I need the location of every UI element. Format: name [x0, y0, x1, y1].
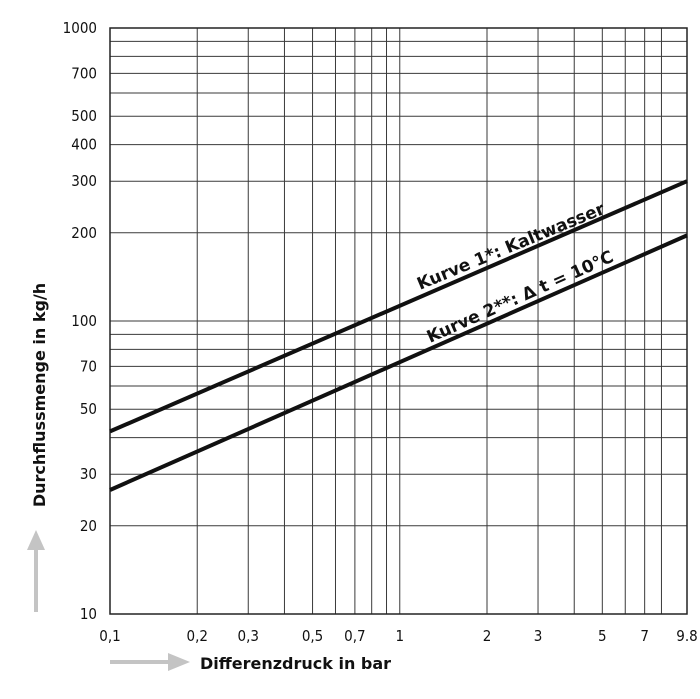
y-axis-arrow — [27, 530, 45, 612]
x-tick-labels: 0,1 0,2 0,3 0,5 0,7 1 2 3 5 7 9.8 — [99, 627, 697, 645]
x-tick-label: 0,1 — [99, 627, 120, 645]
x-tick-label: 0,5 — [302, 627, 323, 645]
x-axis-arrow — [110, 653, 190, 671]
y-tick-label: 500 — [71, 107, 97, 125]
x-tick-label: 5 — [598, 627, 607, 645]
y-tick-label: 200 — [71, 224, 97, 242]
y-tick-label: 20 — [80, 517, 97, 535]
x-tick-label: 7 — [640, 627, 649, 645]
x-tick-label: 3 — [534, 627, 543, 645]
y-tick-labels: 10 20 30 50 70 100 200 300 400 500 700 1000 — [63, 19, 97, 623]
x-tick-label: 9.8 — [676, 627, 697, 645]
series-line-2 — [109, 233, 688, 492]
y-tick-label: 300 — [71, 172, 97, 190]
x-tick-label: 1 — [395, 627, 404, 645]
y-tick-label: 100 — [71, 312, 97, 330]
y-tick-label: 700 — [71, 64, 97, 82]
x-tick-label: 2 — [483, 627, 492, 645]
y-axis-title: Durchflussmenge in kg/h — [30, 283, 49, 507]
y-tick-label: 50 — [80, 400, 97, 418]
x-tick-label: 0,2 — [187, 627, 208, 645]
plot-frame — [109, 27, 688, 615]
y-tick-label: 10 — [80, 605, 97, 623]
y-tick-label: 400 — [71, 136, 97, 154]
x-tick-label: 0,7 — [344, 627, 365, 645]
x-tick-label: 0,3 — [238, 627, 259, 645]
grid — [109, 27, 688, 615]
y-tick-label: 1000 — [63, 19, 97, 37]
series-line-1 — [109, 179, 688, 434]
y-tick-label: 70 — [80, 357, 97, 375]
x-axis-title: Differenzdruck in bar — [200, 654, 391, 673]
series-lines — [109, 179, 688, 492]
y-tick-label: 30 — [80, 465, 97, 483]
